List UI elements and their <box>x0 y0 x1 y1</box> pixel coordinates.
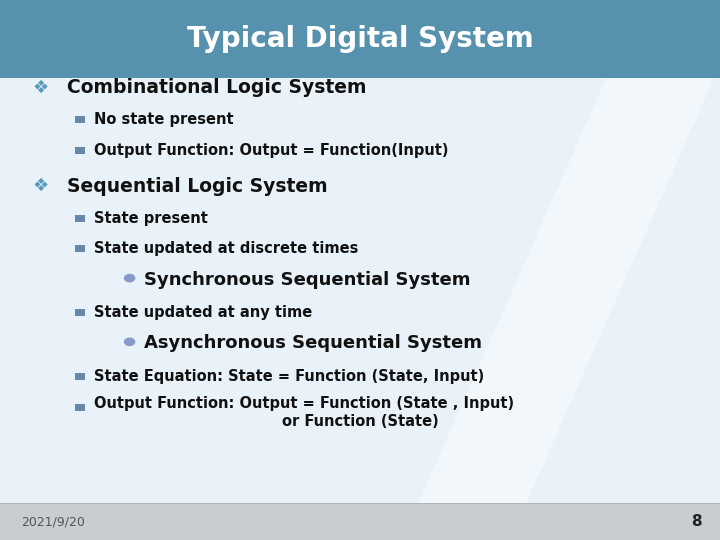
Text: No state present: No state present <box>94 112 233 127</box>
Bar <box>75 373 85 380</box>
Text: Output Function: Output = Function(Input): Output Function: Output = Function(Input… <box>94 143 448 158</box>
Bar <box>0 0 720 78</box>
Text: ❖: ❖ <box>32 78 48 97</box>
Circle shape <box>124 274 135 282</box>
Text: 2021/9/20: 2021/9/20 <box>22 515 86 528</box>
Text: or Function (State): or Function (State) <box>282 414 438 429</box>
Text: Asynchronous Sequential System: Asynchronous Sequential System <box>144 334 482 353</box>
Text: Synchronous Sequential System: Synchronous Sequential System <box>144 271 470 289</box>
Text: Typical Digital System: Typical Digital System <box>186 25 534 53</box>
Text: 8: 8 <box>691 514 702 529</box>
Bar <box>0 0 720 78</box>
Text: Sequential Logic System: Sequential Logic System <box>67 177 328 196</box>
Text: State present: State present <box>94 211 207 226</box>
Bar <box>75 117 85 123</box>
Bar <box>75 309 85 315</box>
Polygon shape <box>418 65 720 505</box>
Text: Output Function: Output = Function (State , Input): Output Function: Output = Function (Stat… <box>94 396 514 411</box>
Text: State updated at discrete times: State updated at discrete times <box>94 241 358 256</box>
Bar <box>0 503 720 540</box>
Bar <box>75 404 85 410</box>
Text: ❖: ❖ <box>32 177 48 195</box>
Bar <box>75 215 85 222</box>
Bar <box>75 245 85 252</box>
Text: State updated at any time: State updated at any time <box>94 305 312 320</box>
Text: State Equation: State = Function (State, Input): State Equation: State = Function (State,… <box>94 369 484 384</box>
Circle shape <box>124 338 135 346</box>
Bar <box>75 146 85 153</box>
Text: Combinational Logic System: Combinational Logic System <box>67 78 366 97</box>
